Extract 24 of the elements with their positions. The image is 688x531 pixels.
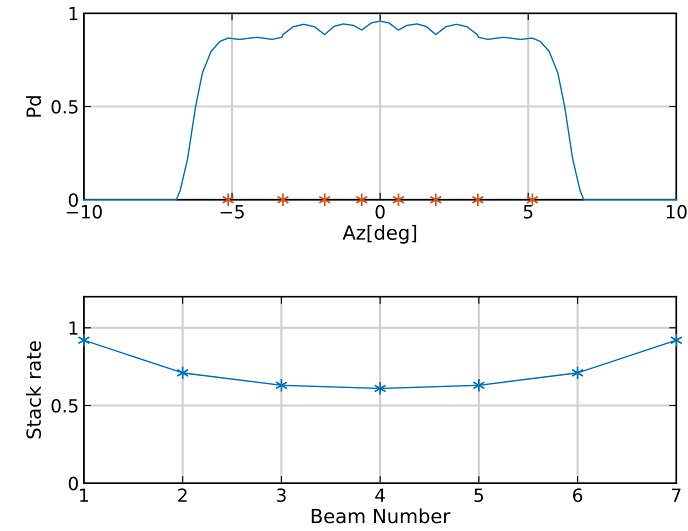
x-tick-label: 5 <box>524 205 532 219</box>
x-axis-title: Az[deg] <box>342 224 416 244</box>
y-tick-label: 1 <box>70 6 78 20</box>
x-tick-label: 10 <box>666 204 687 219</box>
y-tick-label: 0 <box>68 193 78 207</box>
y-tick-label: 0 <box>68 476 78 490</box>
x-tick-label: −10 <box>66 204 102 219</box>
x-tick-label: −5 <box>220 205 244 219</box>
point <box>78 333 90 348</box>
x-tick-label: 6 <box>573 488 582 502</box>
point <box>571 366 584 380</box>
y-tick-label: 0.5 <box>52 100 78 114</box>
x-tick-label: 0 <box>376 204 385 219</box>
x-tick-label: 4 <box>375 488 385 502</box>
y-axis-title: Pd <box>26 96 42 117</box>
x-tick-label: 2 <box>178 488 187 502</box>
x-axis-title: Beam Number <box>312 508 450 524</box>
x-tick-label: 7 <box>672 488 681 502</box>
y-tick-label: 1 <box>70 322 78 335</box>
y-tick-label: 0.5 <box>52 398 78 413</box>
x-tick-label: 1 <box>80 488 88 502</box>
x-tick-label: 5 <box>474 488 484 502</box>
y-axis-title: Stack rate <box>26 341 42 438</box>
x-tick-label: 3 <box>277 488 286 502</box>
